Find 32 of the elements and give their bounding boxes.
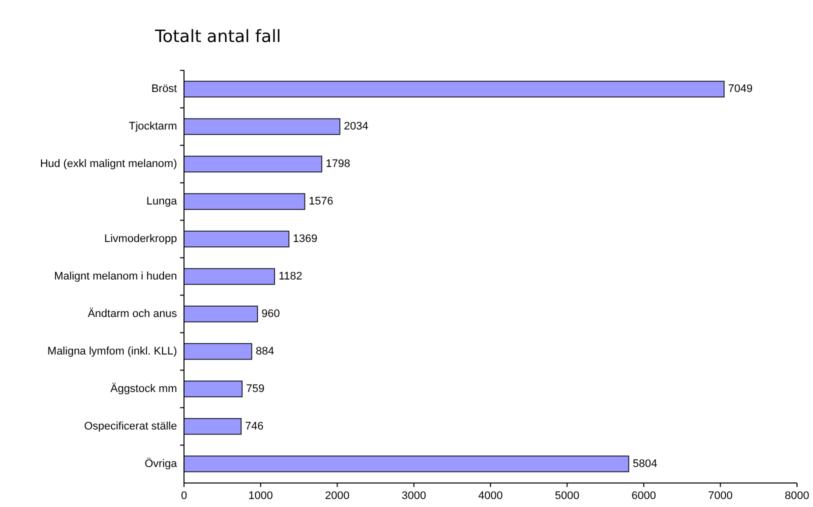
y-tick-label: Övriga <box>144 456 178 470</box>
y-tick-label: Maligna lymfom (inkl. KLL) <box>47 345 177 358</box>
y-tick-label: Lunga <box>146 196 178 208</box>
x-tick-label: 3000 <box>402 490 426 502</box>
x-tick-label: 2000 <box>325 490 350 502</box>
data-label: 884 <box>256 345 274 358</box>
y-tick-label: Ospecificerat ställe <box>84 420 177 432</box>
x-tick-label: 1000 <box>248 490 273 502</box>
y-tick-label: Tjocktarm <box>128 120 177 133</box>
data-label: 1798 <box>326 158 350 170</box>
data-label: 1369 <box>292 233 318 246</box>
x-tick-label: 5000 <box>554 490 580 502</box>
chart-title: Totalt antal fall <box>154 27 282 47</box>
y-tick-label: Malignt melanom i huden <box>54 270 177 282</box>
y-tick-label: Ändtarm och anus <box>88 306 178 320</box>
data-label: 2034 <box>344 120 368 133</box>
x-tick-label: 6000 <box>632 490 656 502</box>
x-tick-label: 8000 <box>784 490 810 502</box>
data-label: 746 <box>245 420 264 432</box>
data-label: 960 <box>262 308 280 320</box>
data-label: 1576 <box>308 196 334 208</box>
y-tick-label: Bröst <box>151 83 177 96</box>
data-label: 1182 <box>278 270 302 282</box>
data-label: 5804 <box>632 458 658 470</box>
y-tick-label: Livmoderkropp <box>104 233 177 246</box>
y-tick-label: Hud (exkl malignt melanom) <box>40 158 177 170</box>
data-label: 759 <box>246 382 265 395</box>
x-tick-label: 7000 <box>708 490 733 502</box>
x-tick-label: 4000 <box>478 490 503 502</box>
y-tick-label: Äggstock mm <box>110 382 177 395</box>
data-label: 7049 <box>728 83 753 96</box>
x-tick-label: 0 <box>180 490 188 502</box>
